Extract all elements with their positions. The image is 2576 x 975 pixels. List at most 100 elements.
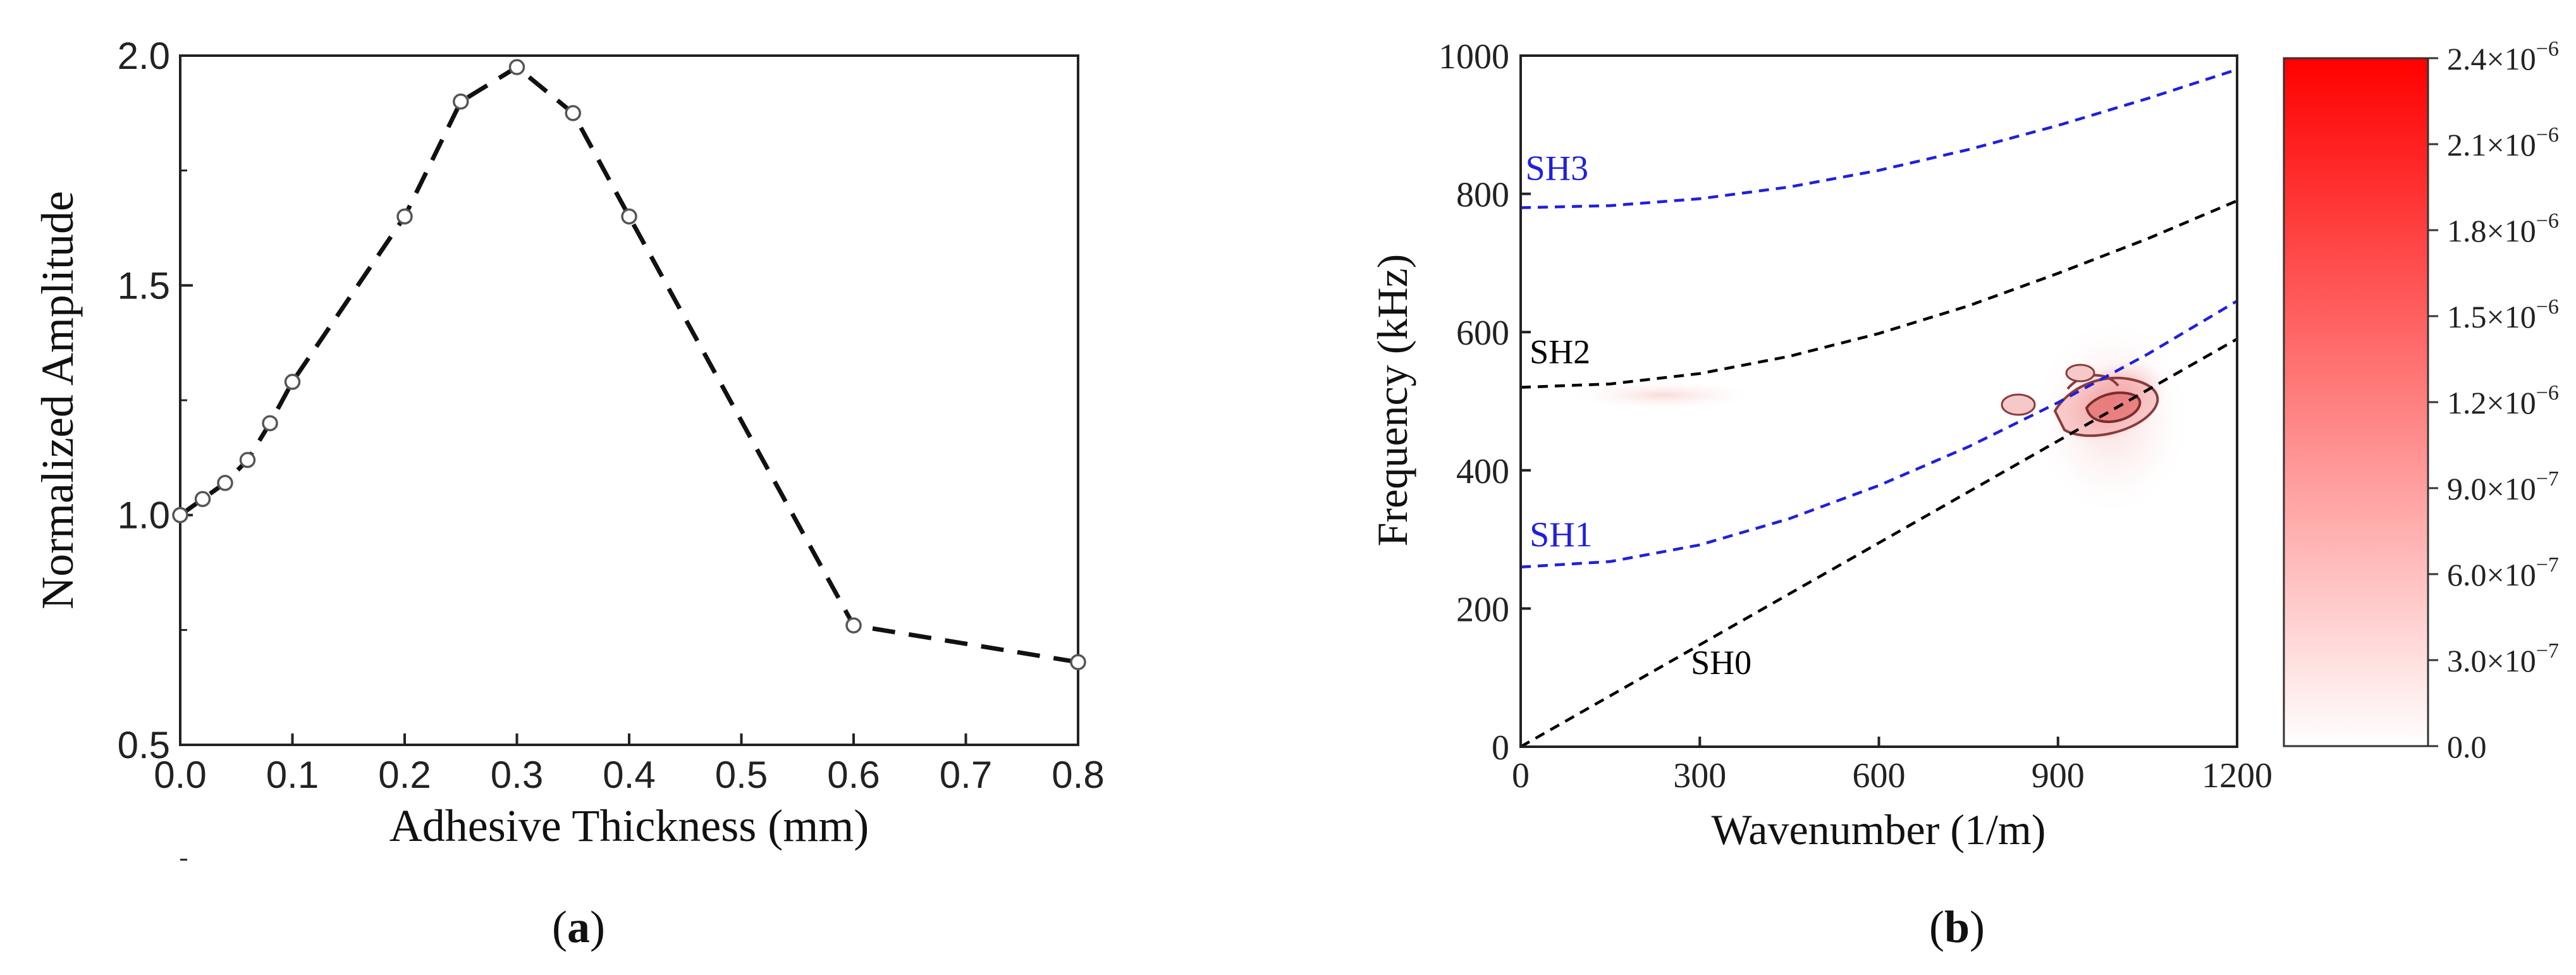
a-x-tick-label: 0.5: [715, 754, 768, 796]
caption-a-close: ): [590, 902, 605, 952]
colorbar-tick-mantissa: 9.0×10: [2447, 471, 2536, 506]
a-data-point: [172, 506, 188, 524]
panel-a-ticks: [179, 54, 1079, 861]
panel-a-series-line: [178, 64, 1079, 665]
panel-b-heatmap: [1574, 322, 2188, 512]
colorbar-tick-mantissa: 2.4×10: [2447, 41, 2536, 77]
b-x-tick-label: 600: [1853, 756, 1906, 795]
b-y-tick-label: 400: [1456, 452, 1509, 491]
a-data-point: [262, 415, 278, 432]
colorbar-tick-mantissa: 1.5×10: [2447, 299, 2536, 334]
b-y-tick-label: 800: [1456, 176, 1509, 215]
panel-b-tick-labels: 0 300 600 900 1200 0 200 400 600 800 1000: [1438, 37, 2272, 795]
colorbar-tick-label: 0.0: [2447, 729, 2487, 764]
a-y-tick-label: 2.0: [118, 35, 170, 77]
colorbar-tick-exponent: −7: [2536, 639, 2559, 663]
caption-a: (a): [552, 902, 605, 952]
panel-a-y-axis-label: Normalized Amplitude: [32, 191, 83, 610]
panel-b-dispersion-curves: [1519, 68, 2238, 748]
colorbar-tick-mantissa: 6.0×10: [2447, 557, 2536, 592]
b-x-tick-label: 1200: [2202, 756, 2272, 795]
curve-sh2: [1520, 199, 2238, 389]
colorbar-tick-label: 3.0×10−7: [2447, 639, 2559, 678]
b-x-tick-label: 300: [1673, 756, 1726, 795]
panel-b-y-axis-label: Frequency (kHz): [1368, 254, 1416, 547]
colorbar-tick-label: 9.0×10−7: [2447, 467, 2559, 506]
mode-label-sh2: SH2: [1530, 333, 1590, 371]
a-data-point: [284, 374, 301, 390]
a-x-tick-label: 0.3: [491, 754, 543, 796]
a-data-point: [508, 59, 525, 75]
curve-sh0: [1519, 338, 2238, 748]
heatmap-faint-band: [1574, 381, 1751, 409]
mode-label-sh3: SH3: [1526, 149, 1589, 188]
b-y-tick-label: 600: [1456, 314, 1509, 353]
colorbar-tick-label: 1.2×10−6: [2447, 381, 2559, 420]
a-data-point: [396, 208, 413, 225]
a-data-point: [845, 617, 862, 634]
panel-b-x-axis-label: Wavenumber (1/m): [1712, 806, 2046, 854]
caption-b-letter: b: [1944, 902, 1970, 952]
panel-b-mode-labels: SH3 SH2 SH1 SH0: [1526, 149, 1752, 682]
caption-b: (b): [1929, 902, 1985, 952]
a-x-tick-label: 0.8: [1052, 754, 1104, 796]
colorbar-tick-mantissa: 3.0×10: [2447, 643, 2536, 678]
caption-a-open: (: [552, 902, 567, 952]
colorbar-tick-exponent: −7: [2536, 467, 2559, 491]
a-y-tick-label: 0.5: [118, 724, 170, 766]
panel-a-x-axis-label: Adhesive Thickness (mm): [389, 800, 869, 851]
colorbar-tick-label: 1.5×10−6: [2447, 295, 2559, 334]
a-x-tick-label: 0.0: [154, 754, 206, 796]
a-data-point: [217, 475, 233, 491]
heatmap-blob-left: [2001, 393, 2036, 416]
b-x-tick-label: 0: [1512, 756, 1530, 795]
a-data-point: [239, 451, 256, 469]
colorbar-ticks: 0.03.0×10−76.0×10−79.0×10−71.2×10−61.5×1…: [2428, 37, 2559, 764]
b-y-tick-label: 200: [1456, 590, 1509, 629]
colorbar-tick-mantissa: 0.0: [2447, 729, 2487, 764]
curve-sh1: [1520, 300, 2238, 569]
colorbar-tick-mantissa: 1.8×10: [2447, 213, 2536, 248]
a-x-tick-label: 0.1: [266, 754, 319, 796]
colorbar-tick-label: 1.8×10−6: [2447, 209, 2559, 248]
colorbar-tick-exponent: −6: [2536, 37, 2559, 61]
a-data-point: [194, 491, 211, 507]
colorbar-tick-mantissa: 2.1×10: [2447, 127, 2536, 162]
a-data-point: [621, 208, 637, 225]
colorbar-gradient: [2283, 57, 2429, 747]
a-data-point: [453, 93, 469, 110]
colorbar-tick-exponent: −6: [2536, 209, 2559, 233]
heatmap-contour-inner: [2085, 391, 2142, 424]
a-x-tick-label: 0.7: [940, 754, 992, 796]
colorbar-tick-exponent: −6: [2536, 123, 2559, 147]
colorbar: 0.03.0×10−76.0×10−79.0×10−71.2×10−61.5×1…: [2283, 37, 2559, 764]
a-x-tick-label: 0.6: [827, 754, 880, 796]
b-y-tick-label: 1000: [1438, 37, 1509, 77]
colorbar-tick-exponent: −6: [2536, 381, 2559, 405]
a-y-tick-label: 1.0: [118, 494, 170, 537]
heatmap-blob-top: [2065, 364, 2095, 383]
caption-b-close: ): [1970, 902, 1985, 952]
colorbar-tick-mantissa: 1.2×10: [2447, 385, 2536, 420]
a-data-point: [1070, 654, 1086, 670]
curve-sh3: [1520, 68, 2238, 209]
panel-a-plot-frame: [179, 54, 1079, 746]
caption-b-open: (: [1929, 902, 1944, 952]
colorbar-tick-label: 2.1×10−6: [2447, 123, 2559, 162]
colorbar-tick-exponent: −7: [2536, 553, 2559, 577]
b-x-tick-label: 900: [2032, 756, 2085, 795]
panel-b-ticks: [1519, 54, 2238, 748]
colorbar-tick-label: 6.0×10−7: [2447, 553, 2559, 592]
panel-a-markers: [172, 59, 1086, 670]
panel-a-chart: 0.0 0.1 0.2 0.3 0.4 0.5 0.6 0.7 0.80.51.01.52.0 …: [32, 35, 1105, 861]
b-y-tick-label: 0: [1492, 728, 1509, 768]
a-y-tick-label: 1.5: [118, 264, 170, 307]
mode-label-sh1: SH1: [1530, 515, 1593, 555]
a-x-tick-label: 0.2: [378, 754, 431, 796]
colorbar-tick-exponent: −6: [2536, 295, 2559, 319]
a-x-tick-label: 0.4: [603, 754, 655, 796]
mode-label-sh0: SH0: [1691, 644, 1751, 682]
panel-a-tick-labels: 0.0 0.1 0.2 0.3 0.4 0.5 0.6 0.7 0.8 0.5 1.0 1.5 2.0: [118, 35, 1105, 796]
